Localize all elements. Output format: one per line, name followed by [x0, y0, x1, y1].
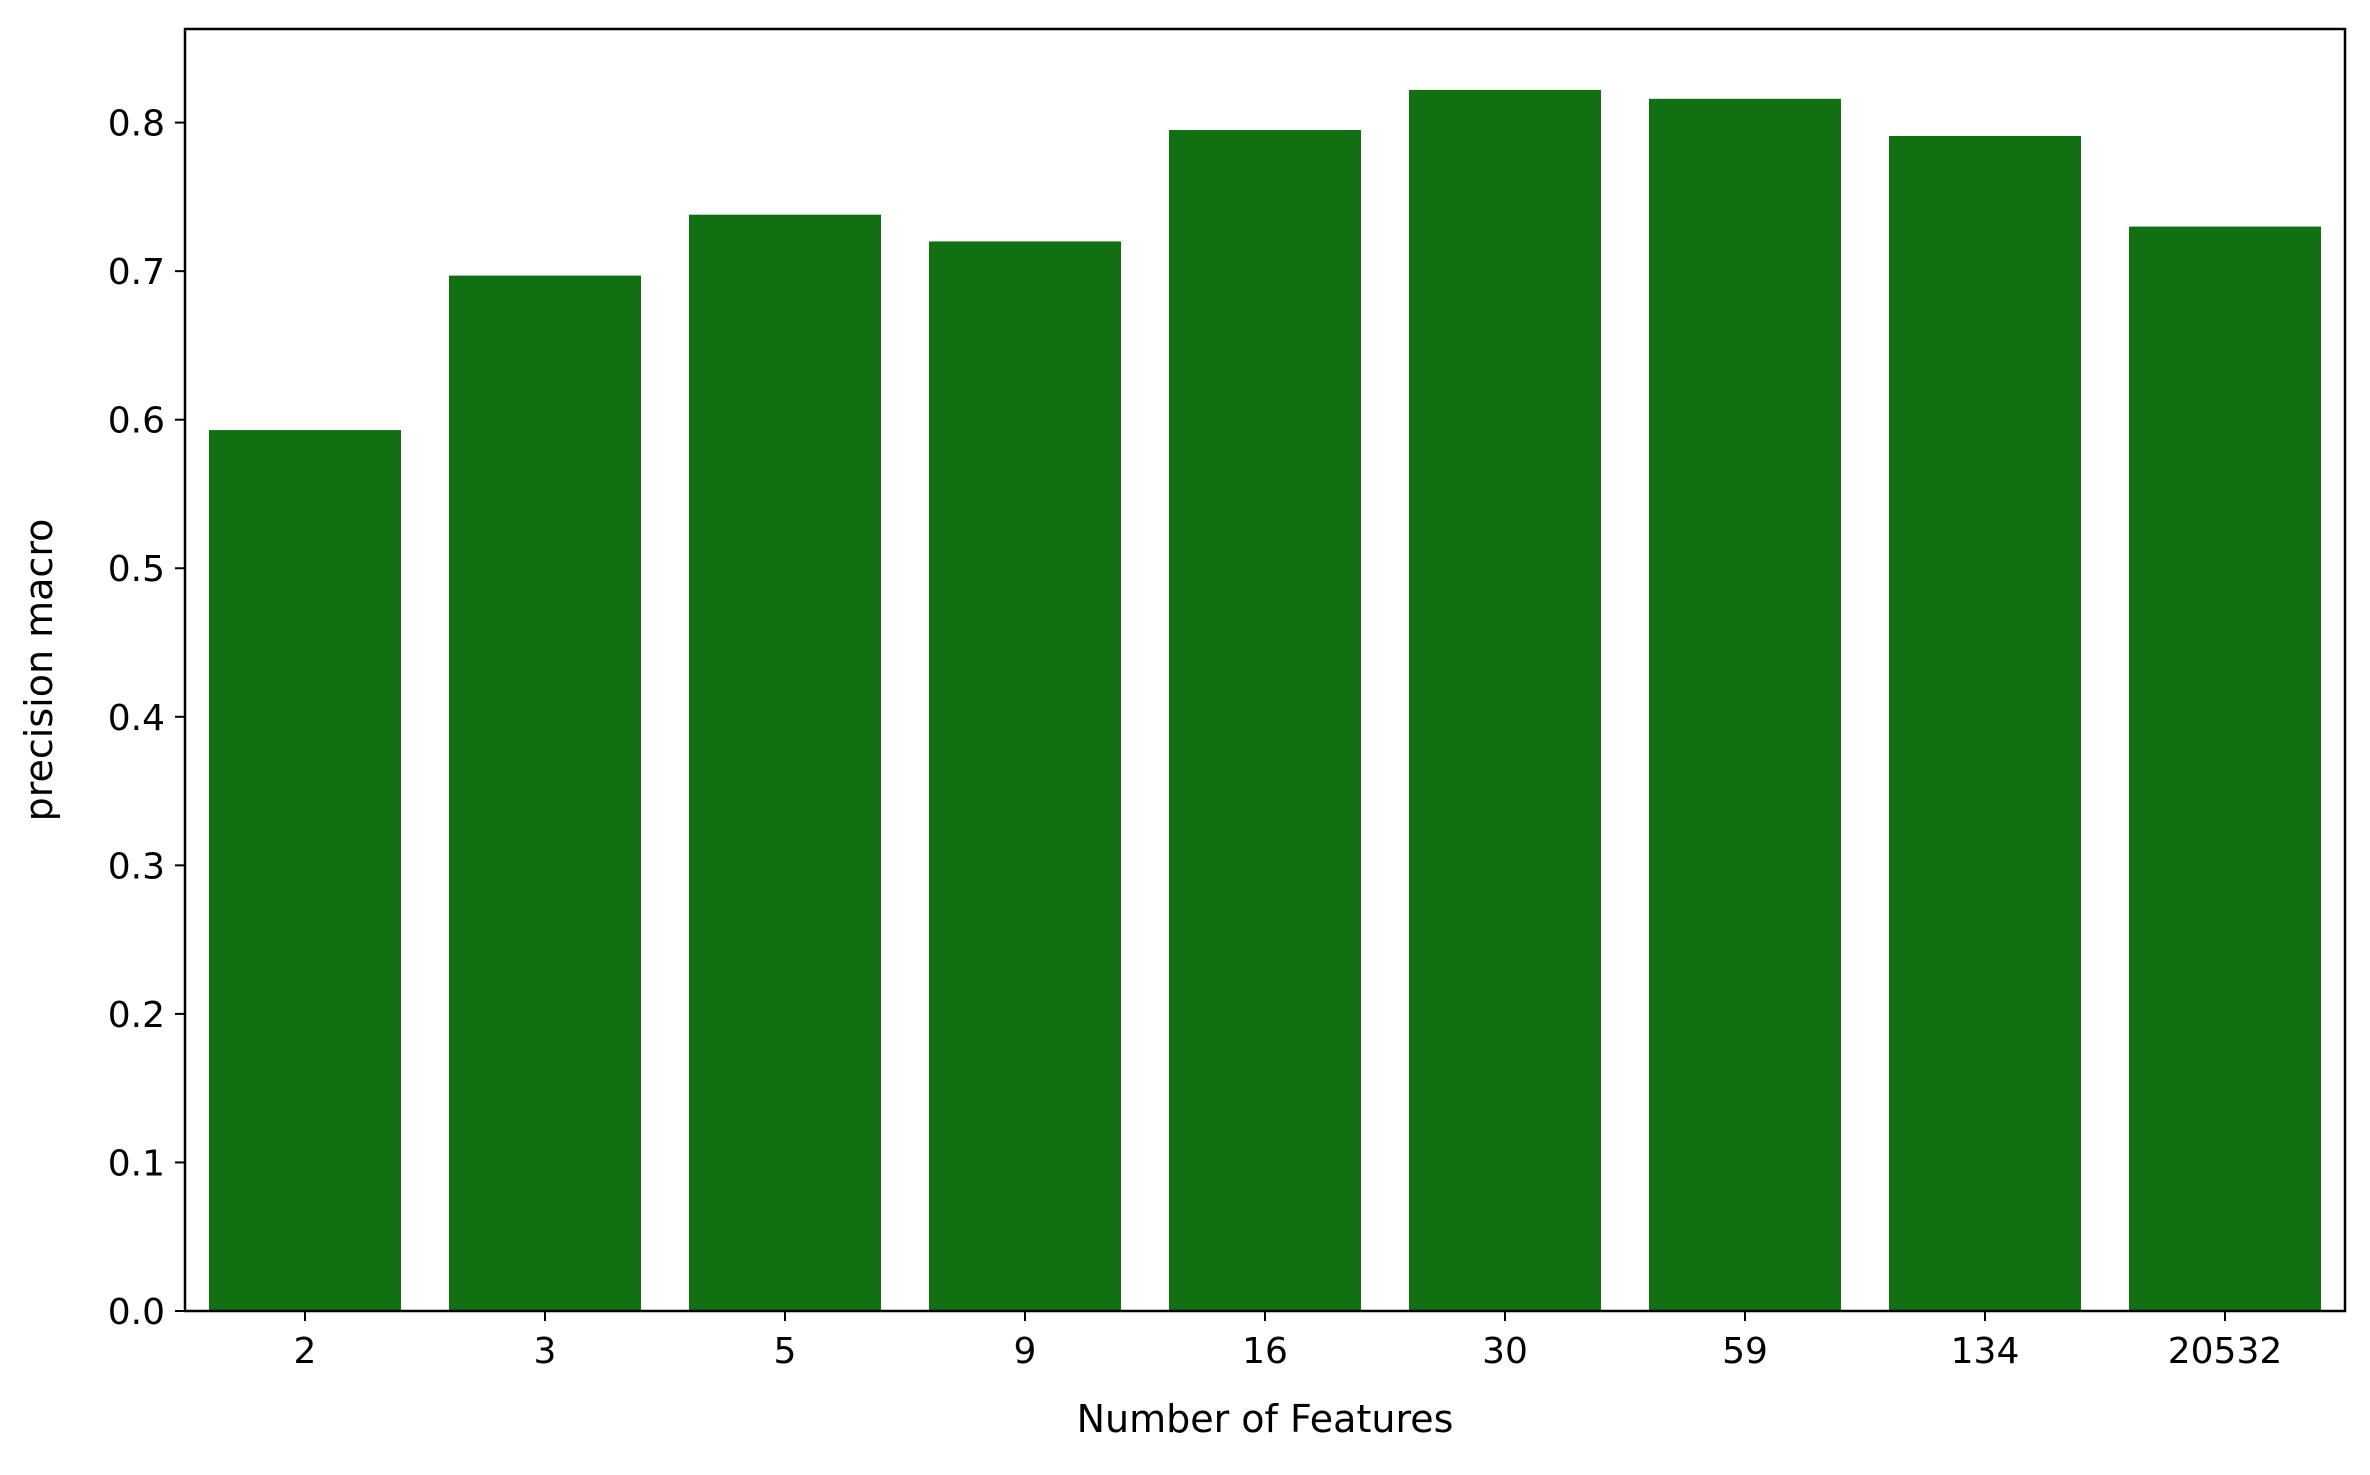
x-tick-label: 16 [1242, 1331, 1288, 1372]
bar-3 [449, 275, 641, 1312]
x-tick-label: 134 [1951, 1331, 2020, 1372]
y-axis-label: precision macro [17, 519, 61, 822]
bar-30 [1409, 89, 1601, 1312]
bar-2 [209, 430, 401, 1311]
bar-9 [929, 241, 1121, 1312]
y-tick-label: 0.5 [108, 549, 165, 590]
y-tick-label: 0.6 [108, 401, 165, 442]
bar-20532 [2129, 226, 2321, 1311]
x-tick-label: 30 [1482, 1331, 1528, 1372]
y-tick-label: 0.8 [108, 104, 165, 145]
y-tick-label: 0.3 [108, 846, 165, 887]
plot-frame [183, 27, 2347, 1313]
y-tick-label: 0.7 [108, 252, 165, 293]
y-tick-label: 0.2 [108, 995, 165, 1036]
x-axis-label: Number of Features [1077, 1397, 1454, 1441]
x-tick-label: 20532 [2168, 1331, 2283, 1372]
x-tick-label: 59 [1722, 1331, 1768, 1372]
x-tick-label: 2 [294, 1331, 317, 1372]
x-tick-label: 3 [534, 1331, 557, 1372]
bar-5 [689, 214, 881, 1311]
y-tick-label: 0.1 [108, 1143, 165, 1184]
x-tick-label: 5 [774, 1331, 797, 1372]
y-tick-label: 0.0 [108, 1292, 165, 1333]
x-tick-label: 9 [1014, 1331, 1037, 1372]
y-tick-label: 0.4 [108, 698, 165, 739]
y-axis-ticks: 0.0 0.1 0.2 0.3 0.4 0.5 0.6 0.7 0.8 [108, 104, 185, 1333]
bar-16 [1169, 130, 1361, 1312]
bar-59 [1649, 98, 1841, 1312]
bar-134 [1889, 135, 2081, 1311]
x-axis-ticks: 2 3 5 9 16 30 59 134 20532 [294, 1311, 2283, 1372]
bars-layer [209, 89, 2321, 1312]
